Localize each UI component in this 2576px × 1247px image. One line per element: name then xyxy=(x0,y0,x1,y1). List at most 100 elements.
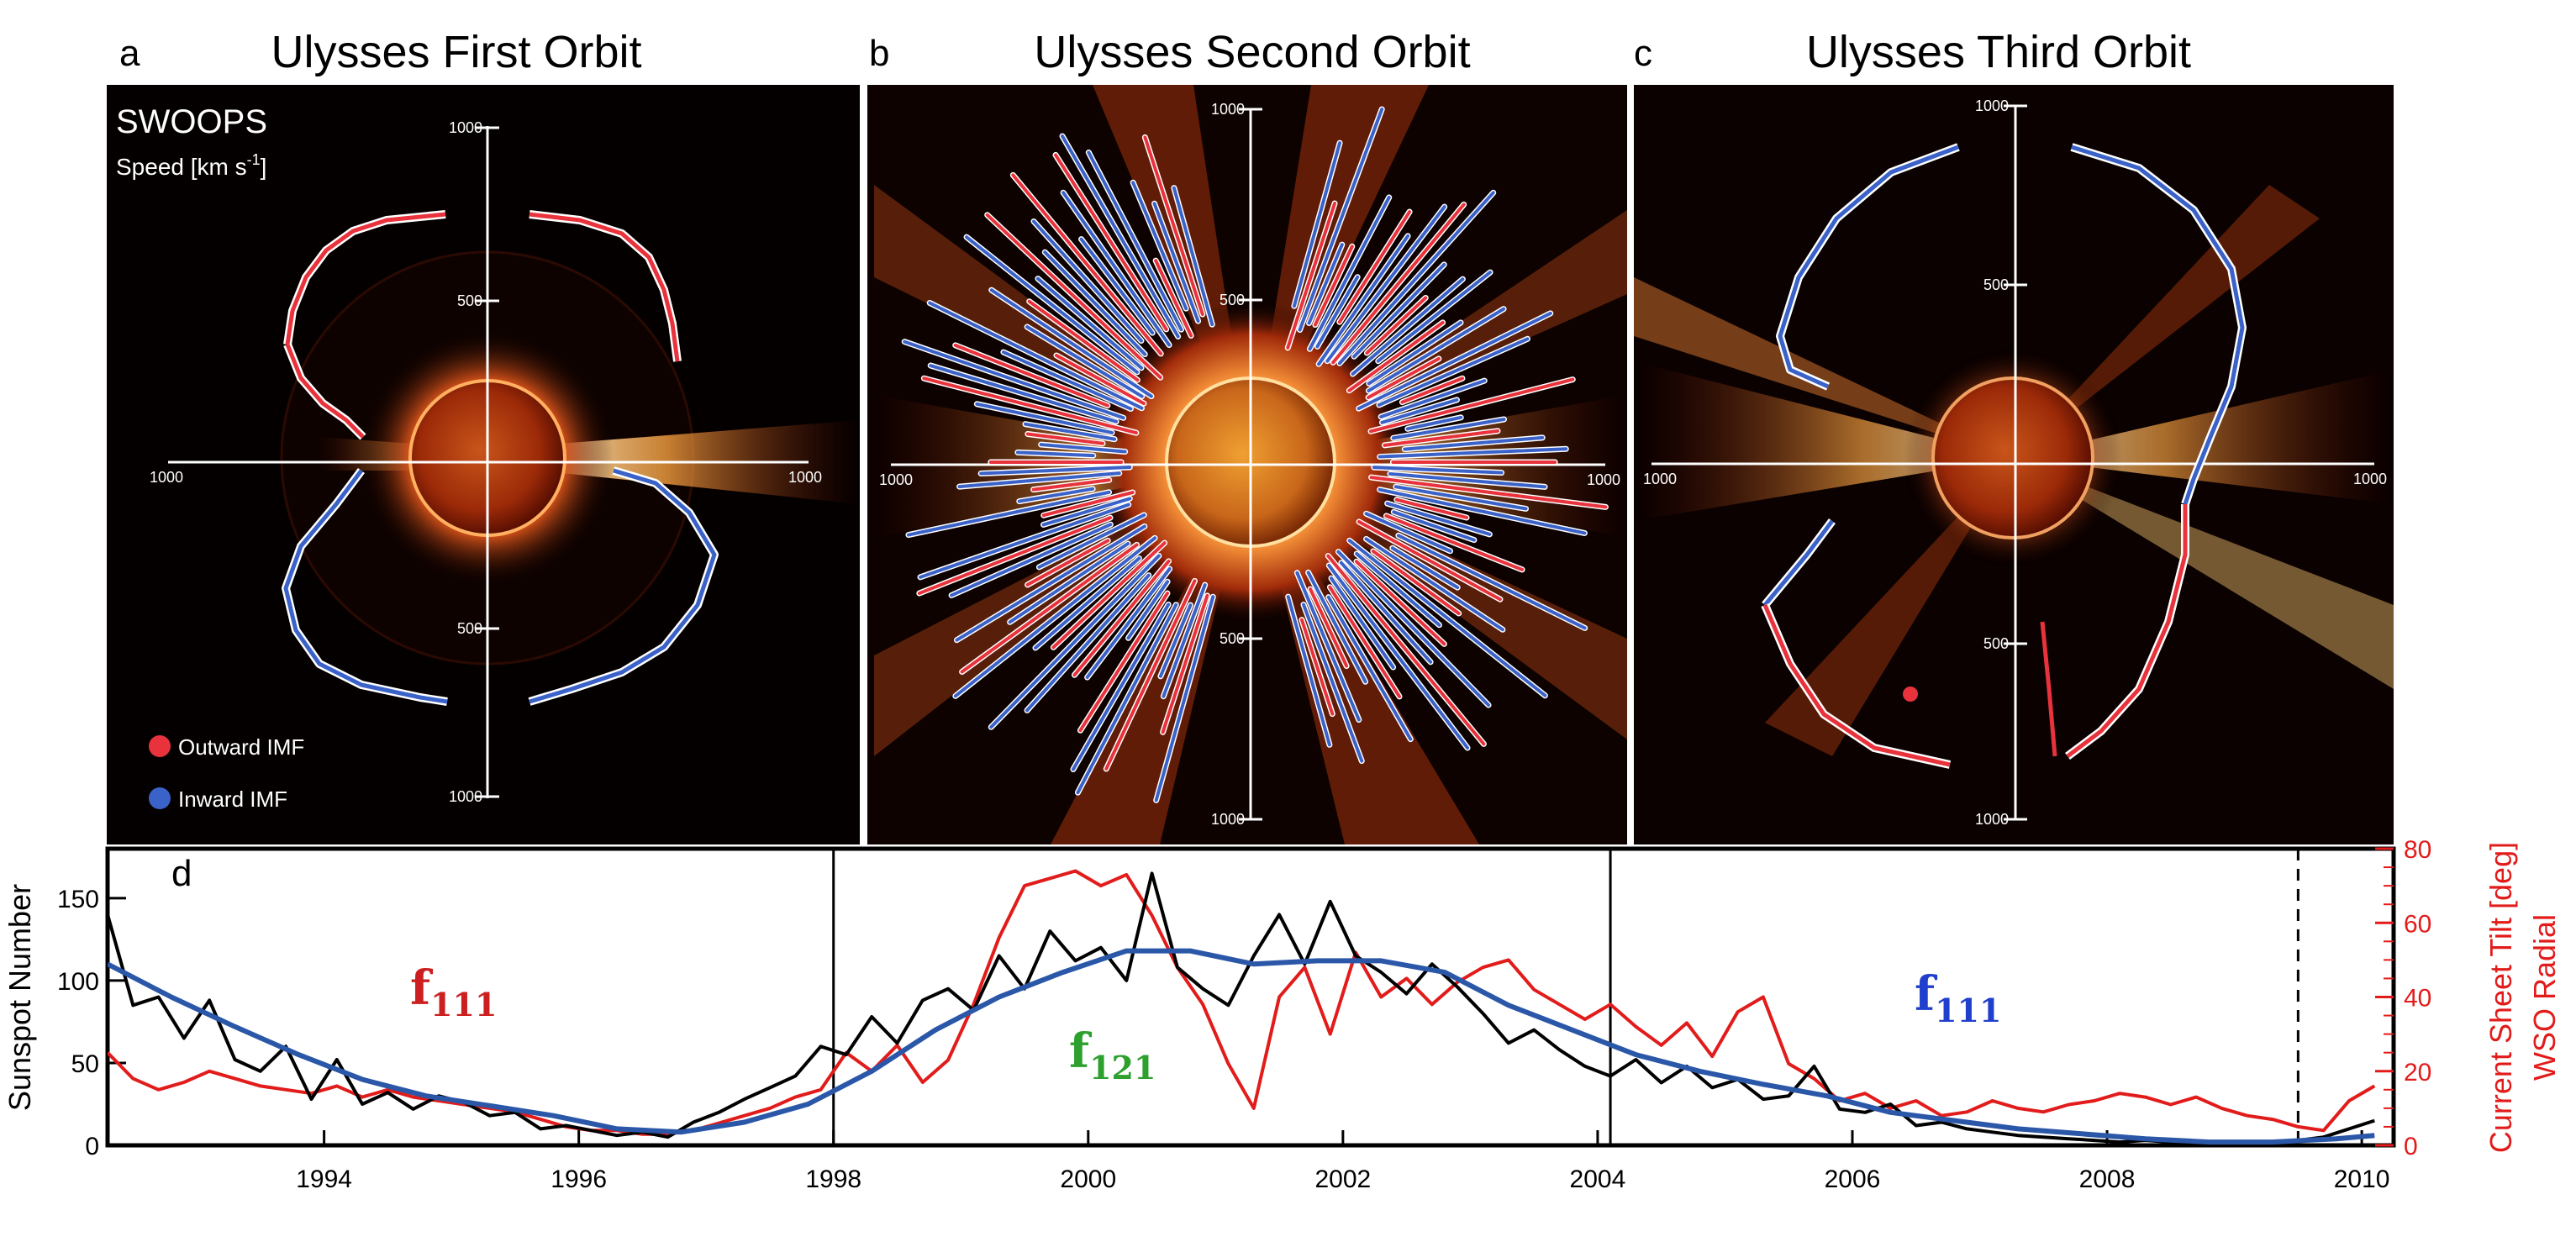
speed-spike xyxy=(1392,510,1476,542)
speed-spike xyxy=(1154,595,1215,802)
speed-spike xyxy=(1131,181,1188,311)
speed-spike xyxy=(1355,551,1441,627)
speed-spike xyxy=(1351,277,1465,376)
speed-spike xyxy=(1043,250,1147,356)
speed-spike xyxy=(1313,245,1354,327)
speed-spike xyxy=(1037,513,1146,569)
speed-spike xyxy=(1087,150,1183,332)
speed-spike xyxy=(1369,476,1608,509)
speed-spike xyxy=(1337,191,1495,366)
polar-c-tick-left: 1000 xyxy=(1643,471,1677,487)
speed-spike xyxy=(928,301,1144,410)
panel-d-letter: d xyxy=(171,853,192,894)
speed-spike xyxy=(1326,595,1413,741)
speed-spike xyxy=(955,524,1146,642)
y-left-tick-label: 50 xyxy=(71,1050,99,1078)
speed-spike xyxy=(1364,537,1504,632)
speed-spike xyxy=(1061,134,1180,339)
speed-spike xyxy=(1378,487,1587,535)
polar-a-tick-top-mid: 500 xyxy=(457,292,482,309)
speed-spike xyxy=(1302,602,1364,763)
speed-spike xyxy=(1295,571,1361,722)
speed-spike xyxy=(1143,135,1204,317)
speed-spike xyxy=(1325,205,1446,363)
panel-a-letter: a xyxy=(119,33,140,74)
speed-spike xyxy=(1367,320,1462,386)
speed-spike xyxy=(1054,353,1146,406)
speed-spike xyxy=(903,339,1125,420)
polar-b-tick-top-mid: 500 xyxy=(1220,292,1245,308)
speed-spike xyxy=(1394,497,1468,519)
speed-spike xyxy=(1286,202,1337,350)
y-right-tick-label: 80 xyxy=(2404,836,2431,864)
panel-b-title: Ulysses Second Orbit xyxy=(1034,27,1470,77)
speed-spike xyxy=(1326,554,1486,746)
label-f121-green: f121 xyxy=(1069,1023,1156,1087)
polar-c-outward-trace xyxy=(1761,504,2189,769)
polar-c-inward-trace xyxy=(1762,143,2247,608)
speed-spike xyxy=(1054,153,1168,331)
speed-spike xyxy=(1309,587,1349,668)
x-tick-label: 1996 xyxy=(550,1165,607,1193)
speed-spike xyxy=(1405,415,1463,431)
speed-spike xyxy=(1162,583,1207,698)
speed-spike xyxy=(1330,576,1395,670)
sun-disk-c xyxy=(1931,376,2094,539)
speed-spike xyxy=(1384,513,1525,571)
speed-spike xyxy=(1377,337,1530,407)
speed-spike xyxy=(989,288,1153,398)
polar-b-tick-top: 1000 xyxy=(1211,101,1245,118)
speed-spike xyxy=(1041,497,1132,527)
speed-spike xyxy=(1072,559,1171,677)
polar-panel-b: 1000 500 500 1000 1000 1000 xyxy=(867,85,1627,844)
polar-panel-c: 1000 500 500 1000 1000 1000 xyxy=(1634,85,2394,844)
speed-spike xyxy=(1292,141,1342,308)
speed-spike xyxy=(1403,435,1545,451)
speed-spike xyxy=(1391,418,1506,440)
label-f111-blue: f111 xyxy=(1915,966,2001,1029)
speed-spike xyxy=(1027,299,1140,382)
speed-spike xyxy=(1400,376,1464,404)
legend-inward-label: Inward IMF xyxy=(178,787,287,812)
speed-spike xyxy=(950,523,1113,597)
speed-spike xyxy=(1023,422,1117,441)
speed-spike xyxy=(965,235,1139,374)
x-tick-label: 2010 xyxy=(2334,1165,2390,1193)
polar-b-speed-spikes xyxy=(901,106,1609,803)
legend-inward-swatch xyxy=(149,787,171,809)
speed-spike xyxy=(1383,429,1500,447)
polar-a-tick-left: 1000 xyxy=(150,469,183,486)
speed-spike xyxy=(1017,487,1095,503)
speed-spike xyxy=(1336,550,1491,708)
speed-spike xyxy=(1327,563,1470,750)
y-right-tick-label: 20 xyxy=(2404,1059,2431,1087)
speed-spike xyxy=(1071,602,1171,771)
polar-c-tick-right: 1000 xyxy=(2353,471,2387,487)
speed-spike xyxy=(953,536,1157,698)
polar-b-tick-right: 1000 xyxy=(1587,471,1620,488)
speed-spike xyxy=(1161,593,1209,734)
speed-spike xyxy=(960,543,1139,674)
speed-spike xyxy=(1035,276,1144,370)
polar-c-tick-top: 1000 xyxy=(1975,97,2009,114)
speed-spike xyxy=(1365,296,1428,355)
speed-spike xyxy=(975,402,1114,434)
speed-spike xyxy=(1025,432,1104,445)
speed-spike xyxy=(1025,573,1151,713)
speed-spike xyxy=(922,376,1138,435)
speed-spike xyxy=(1126,580,1170,640)
speed-spike xyxy=(1367,307,1506,392)
polar-c-tick-bottom-mid: 500 xyxy=(1983,635,2009,652)
speed-spike xyxy=(1393,485,1528,511)
panel-c-letter: c xyxy=(1634,33,1652,74)
speed-spike xyxy=(1396,534,1587,630)
speed-spike xyxy=(1339,560,1433,664)
speed-spike xyxy=(1388,471,1547,489)
speed-spike xyxy=(1298,108,1384,332)
smoothed-sunspot-line xyxy=(108,948,2375,1145)
speed-spike xyxy=(1061,191,1172,347)
speed-spike xyxy=(1380,397,1459,424)
y-right-tick-label: 0 xyxy=(2404,1133,2418,1160)
speed-spike xyxy=(1364,512,1452,553)
